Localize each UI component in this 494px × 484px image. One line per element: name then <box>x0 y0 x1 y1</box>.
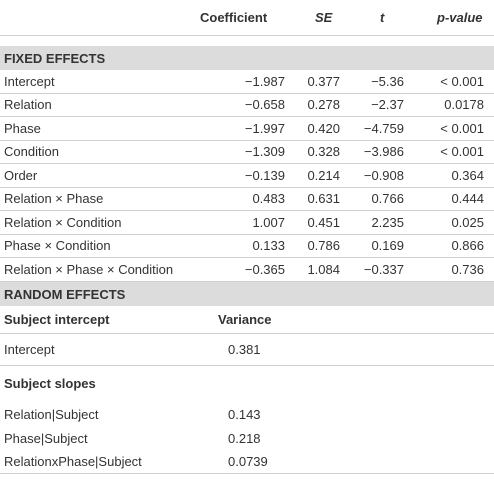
row-label: RelationxPhase|Subject <box>4 453 142 469</box>
value-cell: −0.658 <box>244 97 285 113</box>
value-cell: < 0.001 <box>440 144 484 160</box>
value-cell: 0.736 <box>451 261 484 277</box>
value-cell: 0.377 <box>307 73 340 89</box>
value-cell: 0.169 <box>371 238 404 254</box>
value-cell: −1.987 <box>244 73 285 89</box>
row-label: Intercept <box>4 342 55 357</box>
data-row: Phase × Condition 0.133 0.786 0.169 0.866 <box>0 235 494 258</box>
value-cell: 0.766 <box>371 191 404 207</box>
value-cell: 0.483 <box>252 191 285 207</box>
section-band: FIXED EFFECTS <box>0 46 494 70</box>
data-row: Condition −1.309 0.328 −3.986 < 0.001 <box>0 141 494 164</box>
row-label: Condition <box>4 144 59 160</box>
row-label: Relation|Subject <box>4 407 99 423</box>
value-cell: 0.786 <box>307 238 340 254</box>
subsection-title: Subject intercept <box>4 312 110 327</box>
data-row: RelationxPhase|Subject 0.0739 <box>0 450 494 474</box>
value-cell: 0.214 <box>307 167 340 183</box>
subheader-row: Subject intercept Variance <box>0 306 494 334</box>
column-header: t <box>380 10 385 25</box>
row-label: Relation <box>4 97 52 113</box>
value-cell: −1.997 <box>244 120 285 136</box>
value-cell: 0.866 <box>451 238 484 254</box>
value-cell: −0.337 <box>363 261 404 277</box>
data-row: Intercept −1.987 0.377 −5.36 < 0.001 <box>0 70 494 94</box>
value-cell: 0.451 <box>307 214 340 230</box>
column-header: SE <box>315 10 333 25</box>
value-cell: 0.420 <box>307 120 340 136</box>
data-row: Relation −0.658 0.278 −2.37 0.0178 <box>0 94 494 117</box>
value-cell: 0.143 <box>228 407 261 423</box>
data-row: Relation|Subject 0.143 <box>0 403 494 427</box>
value-cell: 0.444 <box>451 191 484 207</box>
value-cell: 0.328 <box>307 144 340 160</box>
row-label: Relation × Condition <box>4 214 122 230</box>
row-label: Relation × Phase <box>4 191 104 207</box>
value-cell: 0.133 <box>252 238 285 254</box>
value-cell: 0.278 <box>307 97 340 113</box>
data-row: Intercept 0.381 <box>0 334 494 366</box>
section-title: RANDOM EFFECTS <box>4 286 126 302</box>
value-cell: −0.908 <box>363 167 404 183</box>
value-cell: < 0.001 <box>440 73 484 89</box>
value-cell: −1.309 <box>244 144 285 160</box>
row-label: Intercept <box>4 73 55 89</box>
subheader-row: Subject slopes <box>0 366 494 400</box>
data-row: Relation × Phase 0.483 0.631 0.766 0.444 <box>0 188 494 211</box>
value-cell: −2.37 <box>371 97 404 113</box>
column-header: p-value <box>437 10 483 25</box>
value-cell: 0.631 <box>307 191 340 207</box>
value-cell: 1.084 <box>307 261 340 277</box>
data-row: Relation × Phase × Condition −0.365 1.084 −… <box>0 258 494 282</box>
value-cell: 0.364 <box>451 167 484 183</box>
data-row: Relation × Condition 1.007 0.451 2.235 0.025 <box>0 211 494 235</box>
value-cell: −0.365 <box>244 261 285 277</box>
data-row: Phase −1.997 0.420 −4.759 < 0.001 <box>0 117 494 141</box>
row-label: Relation × Phase × Condition <box>4 261 174 277</box>
row-label: Phase <box>4 120 41 136</box>
column-header: Coefficient <box>200 10 268 25</box>
column-header: Variance <box>218 312 272 327</box>
section-band: RANDOM EFFECTS <box>0 282 494 306</box>
value-cell: 0.0178 <box>444 97 484 113</box>
row-label: Phase|Subject <box>4 430 88 446</box>
value-cell: 0.218 <box>228 430 261 446</box>
value-cell: −5.36 <box>371 73 404 89</box>
subsection-title: Subject slopes <box>4 375 96 391</box>
header-row: Coefficient SE t p-value <box>0 0 494 36</box>
row-label: Order <box>4 167 38 183</box>
value-cell: 0.0739 <box>228 453 268 469</box>
value-cell: −0.139 <box>244 167 285 183</box>
section-title: FIXED EFFECTS <box>4 50 106 66</box>
value-cell: 0.381 <box>228 342 261 357</box>
row-label: Phase × Condition <box>4 238 111 254</box>
value-cell: −3.986 <box>363 144 404 160</box>
data-row: Phase|Subject 0.218 <box>0 427 494 451</box>
value-cell: −4.759 <box>363 120 404 136</box>
value-cell: < 0.001 <box>440 120 484 136</box>
value-cell: 1.007 <box>252 214 285 230</box>
data-row: Order −0.139 0.214 −0.908 0.364 <box>0 164 494 188</box>
value-cell: 0.025 <box>451 214 484 230</box>
value-cell: 2.235 <box>371 214 404 230</box>
